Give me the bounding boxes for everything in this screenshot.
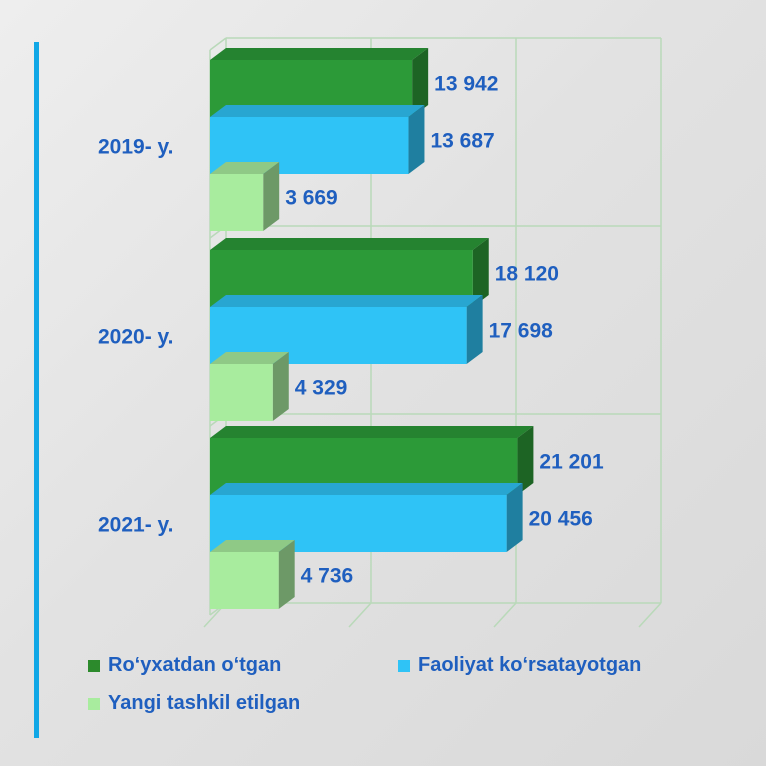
bar-top-2-1 [210,483,523,495]
bar-side-0-1 [408,105,425,174]
bar-side-1-1 [466,295,483,364]
value-label-0-1: 13 687 [430,130,494,153]
bar-side-0-2 [263,162,280,231]
category-label-2: 2021- y. [98,514,174,537]
bar-top-1-2 [210,352,289,364]
floor-line-3 [638,602,662,628]
legend-swatch-registered [88,659,100,672]
legend: Ro‘yxatdan o‘tgan Faoliyat ko‘rsatayotga… [88,648,728,728]
value-label-2-2: 4 736 [301,565,354,588]
legend-swatch-active [398,659,410,672]
bar-top-2-2 [210,540,295,552]
legend-swatch-new [88,697,100,710]
bar-side-1-2 [272,352,289,421]
category-label-0: 2019- y. [98,136,174,159]
legend-label-active: Faoliyat ko‘rsatayotgan [418,654,642,676]
bar-top-0-1 [210,105,425,117]
bar-front-0-2 [210,174,264,231]
legend-label-registered: Ro‘yxatdan o‘tgan [108,654,282,676]
bar-side-2-0 [517,426,534,495]
value-label-1-2: 4 329 [295,377,348,400]
legend-item-active: Faoliyat ko‘rsatayotgan [398,654,641,677]
value-label-0-2: 3 669 [285,187,338,210]
bar-front-2-2 [210,552,279,609]
bar-front-1-2 [210,364,273,421]
bar-top-1-1 [210,295,483,307]
value-label-2-1: 20 456 [529,508,593,531]
floor-line-1 [348,602,372,628]
accent-line [34,42,39,738]
value-label-0-0: 13 942 [434,73,498,96]
bar-side-2-2 [278,540,295,609]
value-label-1-0: 18 120 [495,263,559,286]
value-label-2-0: 21 201 [539,451,604,474]
bar-side-2-1 [506,483,523,552]
bar-top-0-2 [210,162,280,174]
category-label-1: 2020- y. [98,326,174,349]
bar-top-1-0 [210,238,489,250]
legend-label-new: Yangi tashkil etilgan [108,692,301,714]
legend-item-registered: Ro‘yxatdan o‘tgan [88,654,281,677]
side-gridline-0 [209,37,227,51]
bar-top-2-0 [210,426,534,438]
bar-top-0-0 [210,48,429,60]
value-label-1-1: 17 698 [489,320,554,343]
bar-side-1-0 [472,238,489,307]
bar-side-0-0 [412,48,429,117]
floor-line-2 [493,602,517,628]
legend-item-new: Yangi tashkil etilgan [88,692,300,715]
